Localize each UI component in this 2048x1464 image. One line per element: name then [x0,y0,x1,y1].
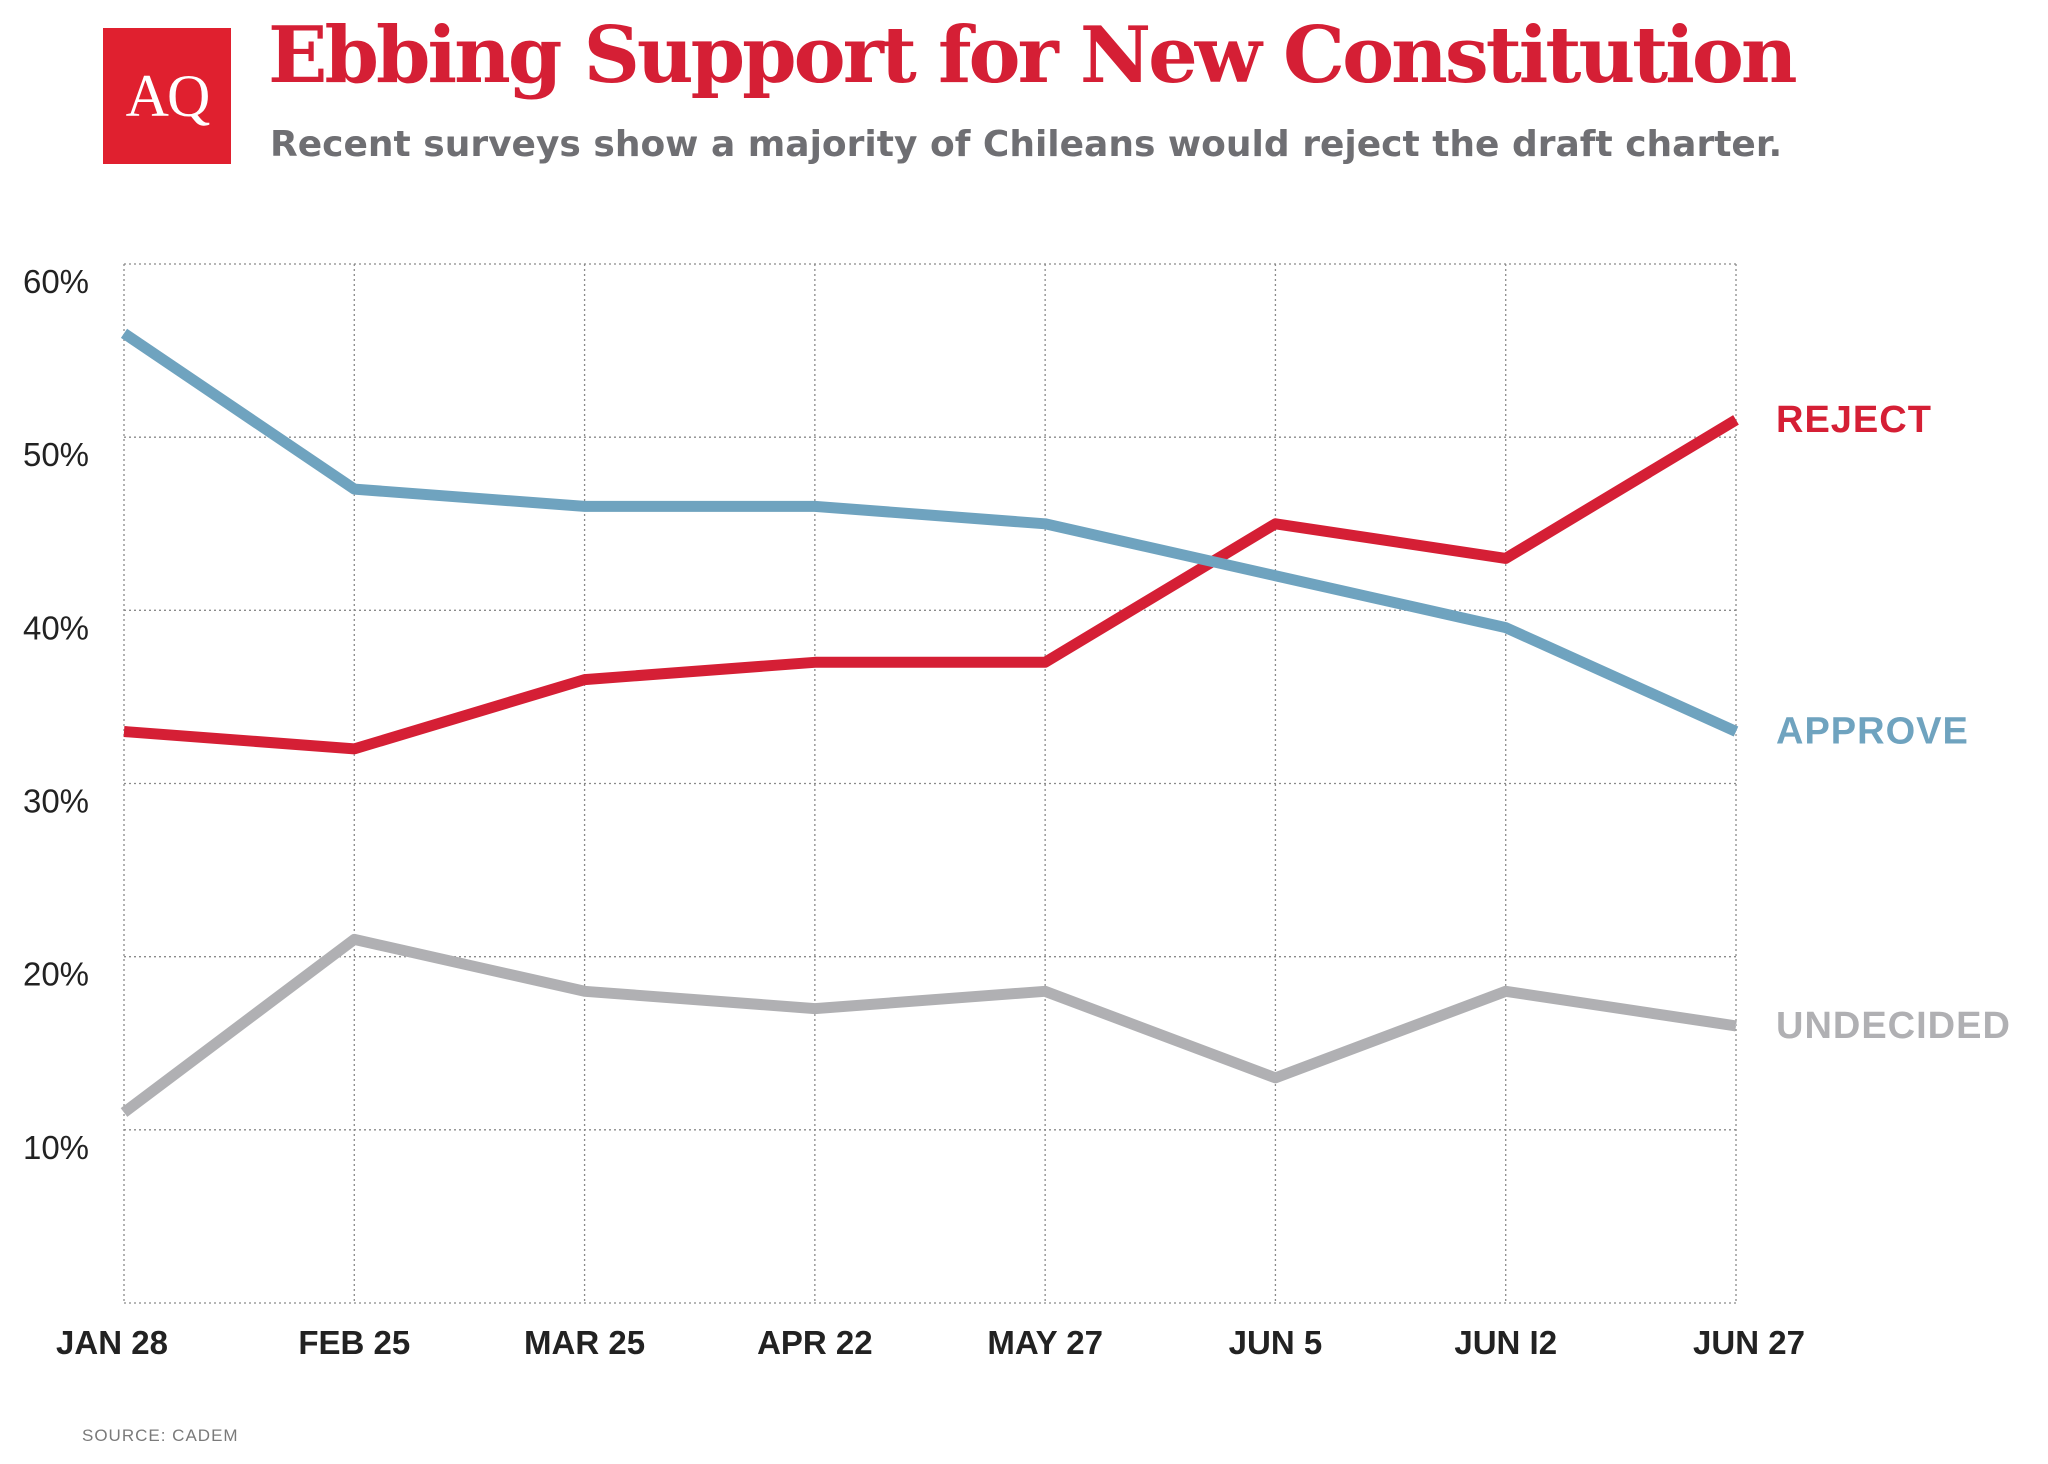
chart-title: Ebbing Support for New Constitution [268,10,1798,101]
x-tick-label: MAR 25 [524,1324,645,1361]
source-note: SOURCE: CADEM [82,1426,239,1445]
y-tick-label: 60% [23,263,89,300]
series-line-undecided [120,933,1737,1117]
chart-subtitle: Recent surveys show a majority of Chilea… [270,124,1783,165]
y-tick-label: 50% [23,436,89,473]
x-tick-label: APR 22 [757,1324,873,1361]
y-tick-label: 20% [23,956,89,993]
x-tick-label: JUN 27 [1693,1324,1805,1361]
y-tick-label: 30% [23,783,89,820]
y-tick-label: 40% [23,609,89,646]
series-line-reject [123,415,1739,755]
x-tick-label: JUN I2 [1454,1324,1557,1361]
series-label-reject: REJECT [1776,399,1932,441]
series-label-undecided: UNDECIDED [1776,1005,2011,1047]
x-tick-label: JUN 5 [1229,1324,1323,1361]
y-tick-label: 10% [23,1129,89,1166]
x-tick-label: FEB 25 [298,1324,410,1361]
series-label-approve: APPROVE [1776,711,1969,753]
x-tick-label: MAY 27 [987,1324,1103,1361]
aq-logo: AQ [103,28,231,164]
series-line-approve [120,328,1739,737]
x-tick-label: JAN 28 [56,1324,168,1361]
